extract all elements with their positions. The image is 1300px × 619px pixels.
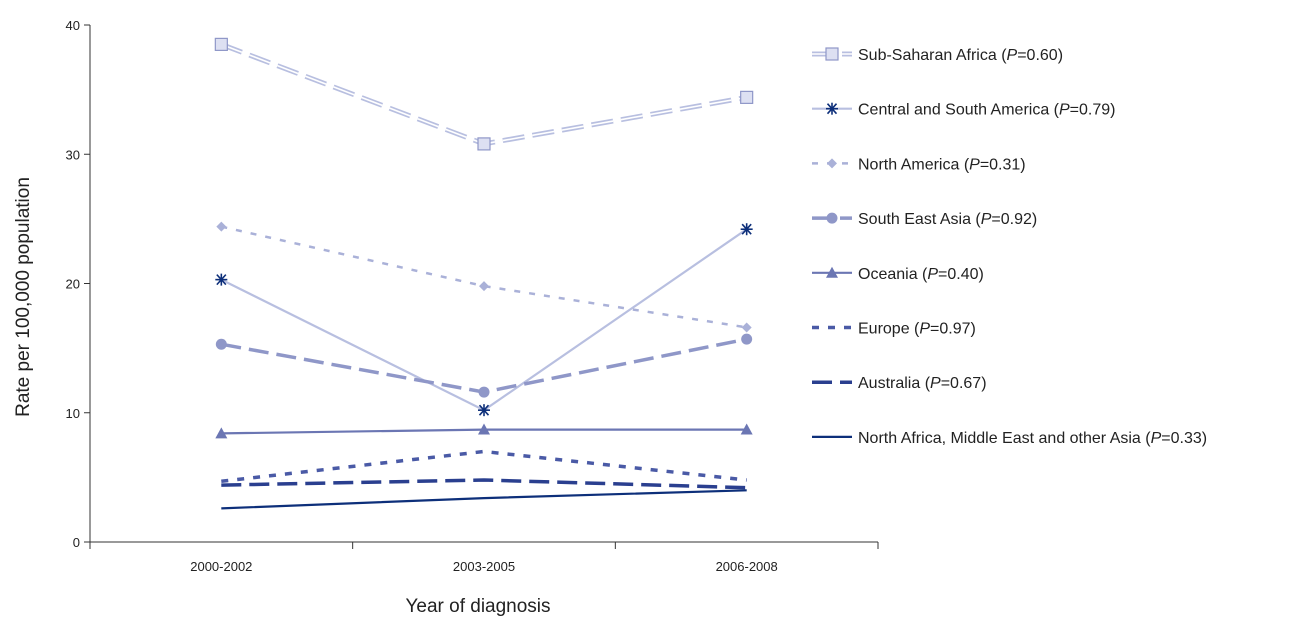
data-point-circle	[478, 386, 490, 398]
legend-label: Sub-Saharan Africa (P=0.60)	[858, 47, 1063, 64]
series-line	[221, 225, 747, 329]
y-tick-label: 20	[66, 277, 80, 292]
series-sub-saharan-africa	[214, 37, 754, 151]
data-point-circle	[215, 338, 227, 350]
legend-label: Oceania (P=0.40)	[858, 266, 984, 283]
y-tick-label: 30	[66, 147, 80, 162]
series-australia	[221, 478, 747, 490]
legend-item: Sub-Saharan Africa (P=0.60)	[812, 47, 1063, 64]
series-europe	[221, 449, 747, 484]
x-tick-label: 2000-2002	[190, 559, 252, 574]
chart-axes: 0 10 20 30 40 2000-2002 2003-2005 2006-2008	[66, 18, 879, 574]
legend-label: Central and South America (P=0.79)	[858, 102, 1115, 119]
y-tick-label: 0	[73, 535, 80, 550]
series-central-and-south-america	[215, 223, 753, 417]
legend-label: North Africa, Middle East and other Asia…	[858, 430, 1207, 447]
data-point-diamond	[479, 281, 489, 292]
legend-label: North America (P=0.31)	[858, 156, 1026, 173]
series-north-america	[216, 221, 752, 333]
data-point-circle	[826, 212, 838, 224]
data-point-asterisk	[215, 273, 228, 286]
data-point-triangle	[215, 427, 228, 439]
data-point-triangle	[478, 423, 490, 435]
y-tick-label: 10	[66, 406, 80, 421]
x-axis-title: Year of diagnosis	[405, 596, 550, 617]
data-point-square	[477, 137, 491, 151]
data-point-square	[214, 37, 228, 51]
data-point-square	[740, 90, 754, 104]
y-axis-title: Rate per 100,000 population	[13, 177, 34, 417]
series-line	[220, 228, 748, 412]
x-tick-label: 2003-2005	[453, 559, 515, 574]
data-point-triangle	[740, 423, 753, 435]
series-line	[221, 449, 747, 484]
legend-item: Central and South America (P=0.79)	[812, 102, 1115, 119]
series-line	[220, 42, 748, 147]
legend-item: North Africa, Middle East and other Asia…	[812, 430, 1207, 447]
legend-item: Europe (P=0.97)	[812, 321, 976, 338]
legend-label: Australia (P=0.67)	[858, 375, 987, 392]
series-oceania	[215, 423, 753, 439]
x-tick-label: 2006-2008	[716, 559, 778, 574]
legend: Sub-Saharan Africa (P=0.60) Central and S…	[812, 47, 1207, 447]
series-line	[221, 478, 747, 490]
data-point-asterisk	[826, 102, 838, 115]
data-point-square	[825, 47, 839, 61]
legend-label: Europe (P=0.97)	[858, 321, 976, 338]
legend-item: North America (P=0.31)	[812, 156, 1026, 173]
series-line-inner	[221, 43, 747, 145]
series-line	[220, 337, 748, 394]
legend-label: South East Asia (P=0.92)	[858, 211, 1037, 228]
plot-area	[214, 37, 754, 510]
data-point-asterisk	[478, 404, 490, 417]
data-point-diamond	[827, 158, 837, 169]
data-point-diamond	[216, 221, 227, 232]
legend-item: Oceania (P=0.40)	[812, 266, 984, 283]
series-north-africa-middle-east-and-other-asia	[221, 489, 747, 510]
data-point-asterisk	[740, 223, 753, 236]
data-point-diamond	[741, 322, 752, 333]
y-tick-label: 40	[66, 18, 80, 33]
series-south-east-asia	[215, 333, 753, 398]
legend-item: South East Asia (P=0.92)	[812, 211, 1037, 228]
series-line	[221, 489, 747, 510]
data-point-circle	[741, 333, 753, 345]
data-point-triangle	[826, 266, 838, 278]
legend-item: Australia (P=0.67)	[812, 375, 987, 392]
